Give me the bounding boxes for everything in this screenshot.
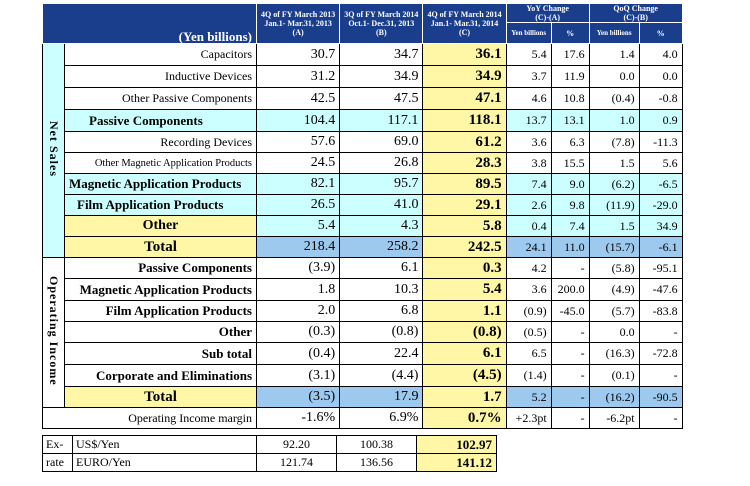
- yoy-yen-header: Yen billions: [505, 22, 552, 44]
- qoq-yen-header: Yen billions: [588, 22, 640, 44]
- fx-label: rate: [42, 453, 73, 472]
- table-row: Total (3.5) 17.9 1.7 5.2 - (16.2) -90.5: [43, 386, 683, 408]
- row-label: Recording Devices: [64, 131, 257, 153]
- col-header-b: 3Q of FY March 2014 Oct.1- Dec.31, 2013 …: [339, 3, 424, 44]
- row-label: Other Passive Components: [64, 87, 257, 110]
- row-label: Capacitors: [64, 43, 257, 66]
- yoy-pct-header: %: [550, 22, 590, 44]
- row-label: Other Magnetic Application Products: [64, 152, 257, 174]
- table-row: Ex- US$/Yen 92.20 100.38 102.97: [42, 435, 497, 454]
- row-label: Operating Income margin: [42, 407, 257, 429]
- table-row: Other 5.4 4.3 5.8 0.4 7.4 1.5 34.9: [43, 215, 683, 237]
- exchange-rate-table: Ex- US$/Yen 92.20 100.38 102.97 rate EUR…: [42, 435, 497, 472]
- row-label: Magnetic Application Products: [64, 173, 257, 195]
- row-label: Sub total: [64, 342, 257, 365]
- table-row: Operating Income Passive Components (3.9…: [42, 257, 683, 408]
- yoy-header: YoY Change (C)-(A): [505, 3, 590, 23]
- col-header-a: 4Q of FY March 2013 Jan.1- Mar.31, 2013 …: [255, 3, 341, 44]
- fx-label: Ex-: [42, 435, 73, 454]
- table-row: Passive Components 104.4 117.1 118.1 13.…: [43, 109, 683, 132]
- row-label: Other: [64, 215, 257, 237]
- table-row: Film Application Products 2.0 6.8 1.1 (0…: [43, 300, 683, 322]
- table-row: Magnetic Application Products 1.8 10.3 5…: [43, 278, 683, 301]
- qoq-pct-header: %: [638, 22, 683, 44]
- row-label: Passive Components: [64, 109, 257, 132]
- qoq-header: QoQ Change (C)-(B): [588, 3, 683, 23]
- table-row: rate EURO/Yen 121.74 136.56 141.12: [42, 453, 497, 472]
- net-sales-section: Net Sales: [42, 43, 65, 258]
- row-label: Film Application Products: [64, 194, 257, 216]
- row-label: EURO/Yen: [72, 453, 257, 472]
- row-label: Other: [64, 321, 257, 343]
- row-label: Magnetic Application Products: [64, 278, 257, 301]
- row-label: Total: [64, 236, 257, 258]
- row-label: Film Application Products: [64, 300, 257, 322]
- financial-summary: (Yen billions) 4Q of FY March 2013 Jan.1…: [42, 3, 683, 472]
- unit-label: (Yen billions): [42, 3, 257, 44]
- table-row: Other Passive Components 42.5 47.5 47.1 …: [43, 87, 683, 110]
- table-row: Net Sales Capacitors 30.7 34.7 36.1 5.4 …: [42, 43, 683, 258]
- table-row: Magnetic Application Products 82.1 95.7 …: [43, 173, 683, 195]
- table-row: Other Magnetic Application Products 24.5…: [43, 152, 683, 174]
- table-row: Film Application Products 26.5 41.0 29.1…: [43, 194, 683, 216]
- margin-row: Operating Income margin -1.6% 6.9% 0.7% …: [42, 407, 683, 429]
- row-label: Inductive Devices: [64, 65, 257, 88]
- col-header-c: 4Q of FY March 2014 Jan.1- Mar.31, 2014 …: [422, 3, 507, 44]
- table-row: Other (0.3) (0.8) (0.8) (0.5) - 0.0 -: [43, 321, 683, 343]
- row-label: Passive Components: [64, 257, 257, 279]
- row-label: Total: [64, 386, 257, 408]
- table-row: Recording Devices 57.6 69.0 61.2 3.6 6.3…: [43, 131, 683, 153]
- table-row: Inductive Devices 31.2 34.9 34.9 3.7 11.…: [43, 65, 683, 88]
- table-row: Corporate and Eliminations (3.1) (4.4) (…: [43, 364, 683, 387]
- row-label: US$/Yen: [72, 435, 257, 454]
- results-table: (Yen billions) 4Q of FY March 2013 Jan.1…: [42, 3, 683, 429]
- table-row: Total 218.4 258.2 242.5 24.1 11.0 (15.7)…: [43, 236, 683, 258]
- table-row: Sub total (0.4) 22.4 6.1 6.5 - (16.3) -7…: [43, 342, 683, 365]
- row-label: Corporate and Eliminations: [64, 364, 257, 387]
- operating-income-section: Operating Income: [42, 257, 65, 408]
